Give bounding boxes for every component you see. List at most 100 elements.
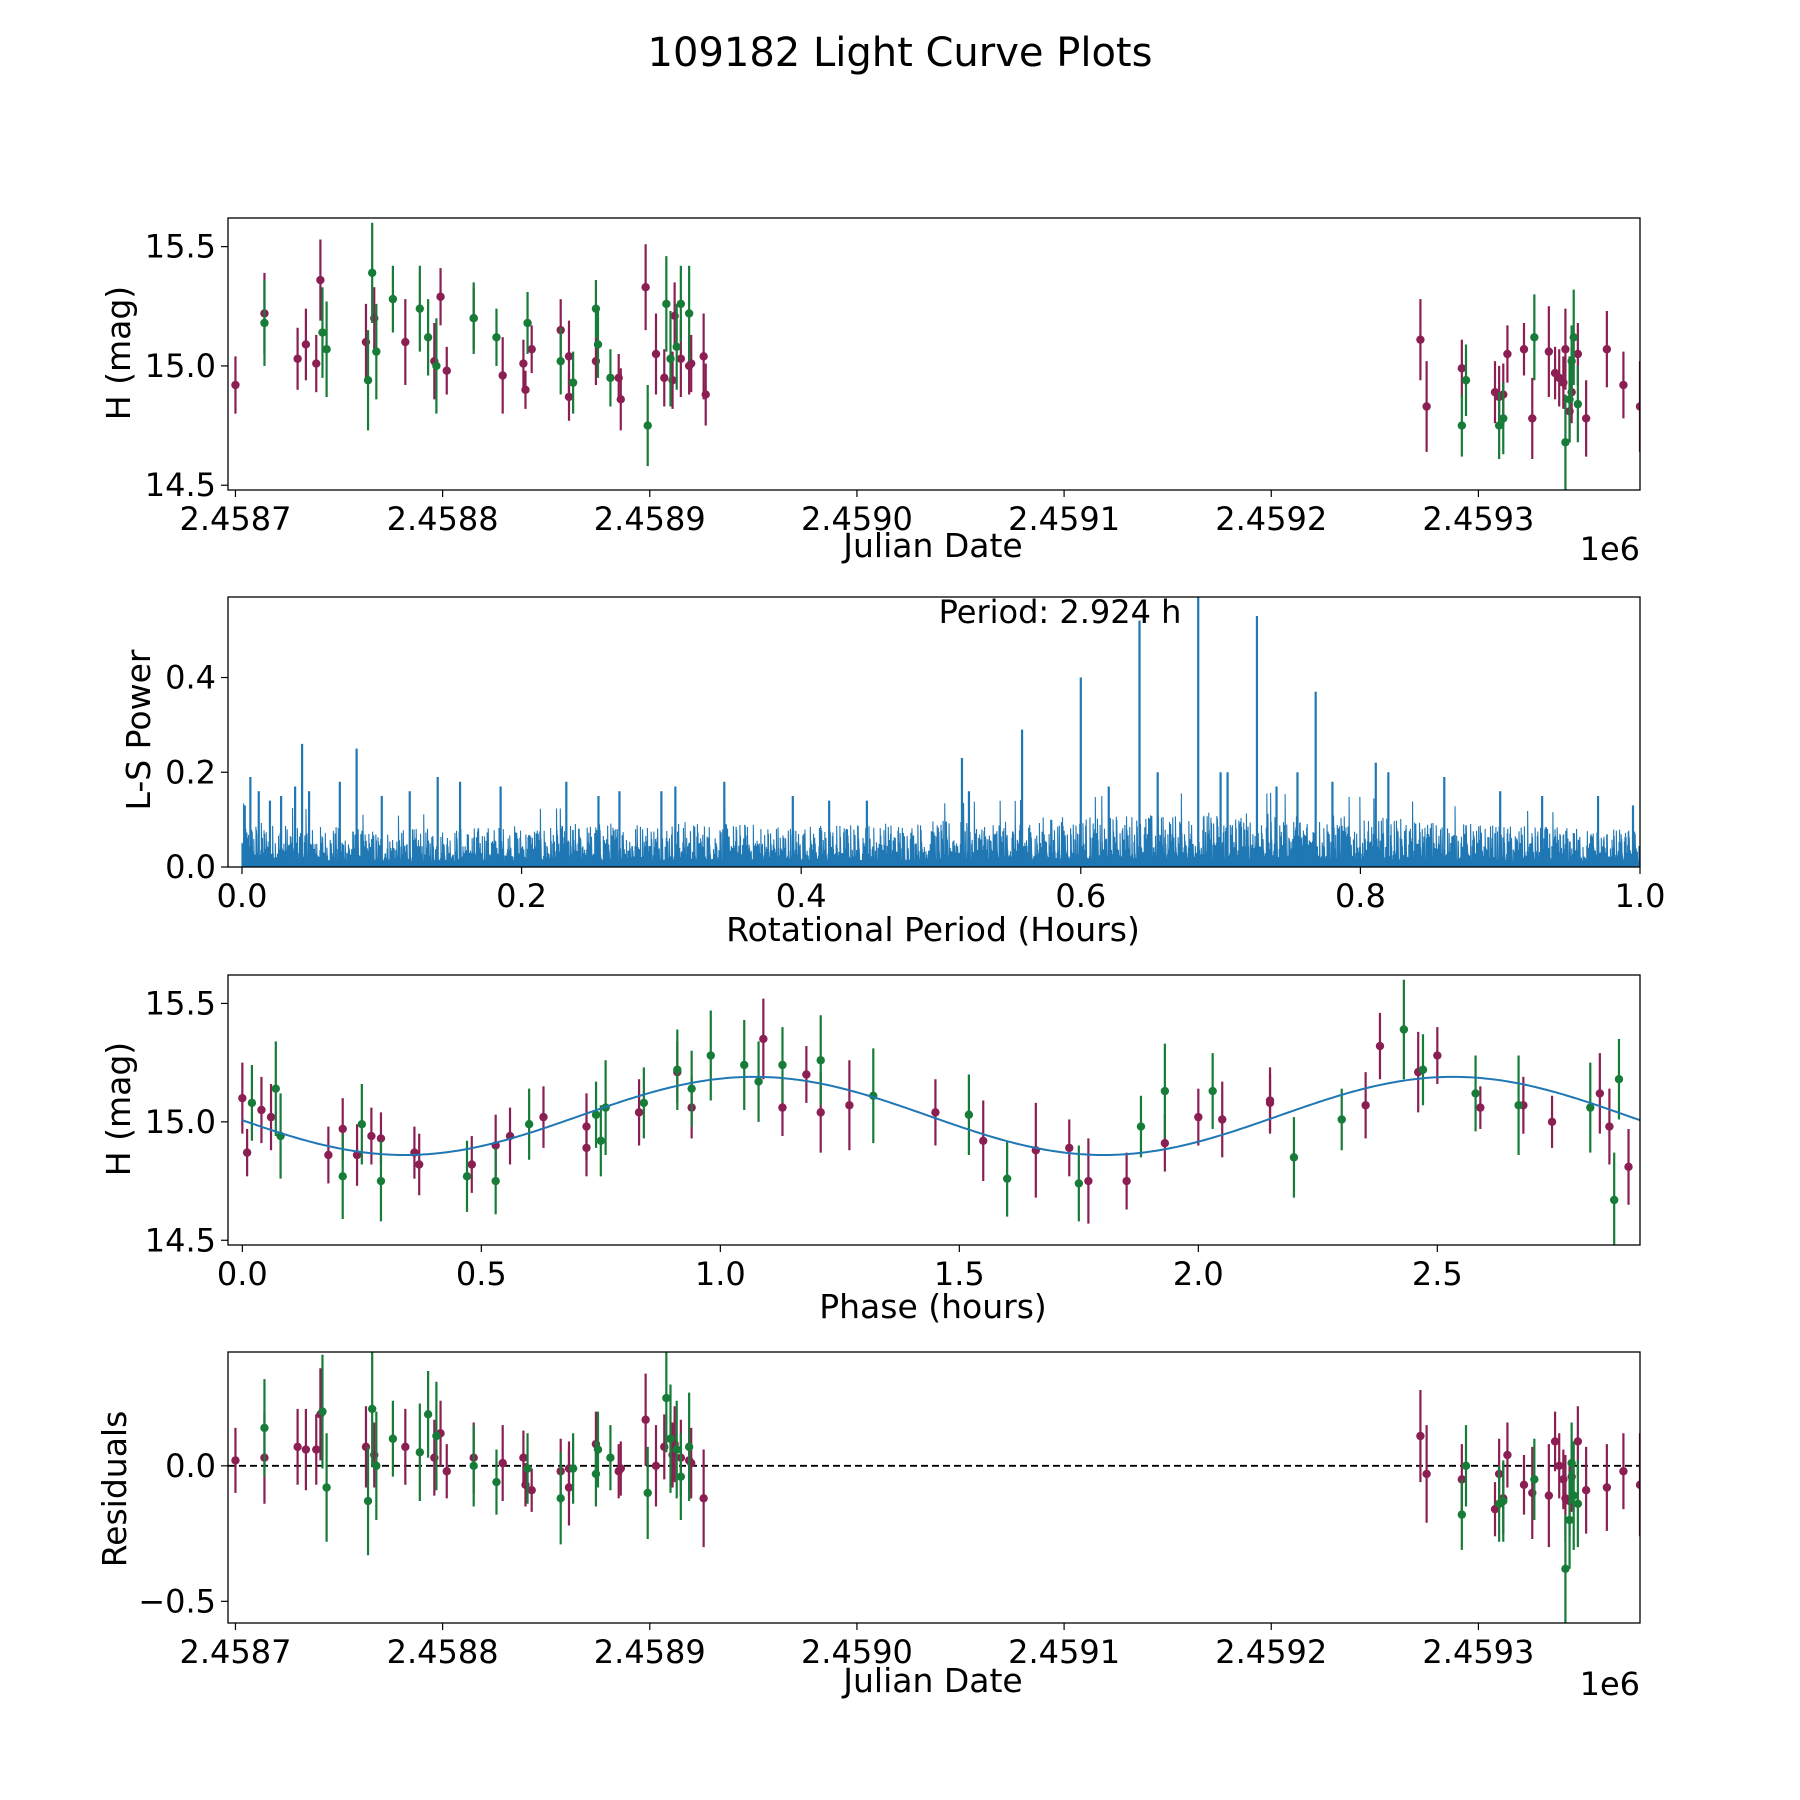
phased-point xyxy=(1433,1051,1442,1060)
residuals-point xyxy=(606,1453,615,1462)
residuals-point xyxy=(469,1461,478,1471)
residuals-xtick-label: 2.4590 xyxy=(801,1633,913,1671)
phased-point xyxy=(242,1148,252,1157)
residuals-point xyxy=(1635,1480,1640,1489)
phased-point xyxy=(754,1077,763,1086)
figure-title: 109182 Light Curve Plots xyxy=(648,30,1153,76)
lightcurve-point xyxy=(519,359,528,368)
lightcurve-point xyxy=(401,337,410,347)
periodogram-xtick-label: 0.2 xyxy=(496,877,547,915)
phased-point xyxy=(1265,1098,1275,1108)
phased-point xyxy=(338,1124,347,1134)
phased-xtick-label: 0.5 xyxy=(456,1255,507,1293)
lightcurve-point xyxy=(322,345,331,354)
phased-point xyxy=(816,1056,825,1065)
lightcurve-point xyxy=(521,385,530,394)
residuals-point xyxy=(684,1442,694,1452)
residuals-point xyxy=(593,1445,603,1454)
lightcurve-point xyxy=(606,373,615,383)
lightcurve-point xyxy=(523,318,532,328)
lightcurve-point xyxy=(684,309,694,318)
residuals-xtick-label: 2.4588 xyxy=(387,1633,499,1671)
phased-point xyxy=(491,1176,500,1186)
lightcurve-frame xyxy=(227,217,1641,491)
phased-point xyxy=(1065,1143,1074,1153)
phased-point xyxy=(247,1098,257,1108)
residuals-point xyxy=(1573,1437,1583,1446)
lightcurve-point xyxy=(1561,438,1570,447)
phased-point xyxy=(467,1160,476,1169)
residuals-frame xyxy=(227,1351,1641,1624)
residuals-point xyxy=(260,1423,269,1433)
phased-point xyxy=(1514,1101,1523,1110)
residuals-point xyxy=(651,1461,661,1471)
phased-xtick-label: 2.0 xyxy=(1173,1255,1224,1293)
lightcurve-point xyxy=(701,390,710,399)
residuals-ylabel: Residuals xyxy=(95,1411,134,1568)
residuals-point xyxy=(1581,1486,1591,1495)
phased-xtick-label: 1.0 xyxy=(695,1255,746,1293)
lightcurve-point xyxy=(1528,414,1537,423)
lightcurve-point xyxy=(593,340,603,349)
lightcurve-point xyxy=(662,299,671,309)
phased-point xyxy=(376,1176,386,1186)
lightcurve-point xyxy=(699,352,708,361)
periodogram-series xyxy=(241,597,1640,867)
periodogram-ylabel: L-S Power xyxy=(119,649,158,810)
residuals-point xyxy=(363,1496,373,1506)
lightcurve-xtick-label: 2.4592 xyxy=(1215,500,1327,538)
residuals-xtick-label: 2.4592 xyxy=(1215,1633,1327,1671)
residuals-ytick-label: −0.5 xyxy=(138,1582,216,1620)
lightcurve-point xyxy=(1530,333,1539,342)
phased-point xyxy=(778,1060,787,1070)
lightcurve-point xyxy=(231,380,240,390)
residuals-point xyxy=(423,1410,433,1419)
phased-point xyxy=(1375,1041,1385,1051)
fit-curve xyxy=(242,1075,1641,1157)
residuals-point xyxy=(556,1494,565,1503)
residuals-point xyxy=(322,1483,331,1492)
lightcurve-point xyxy=(1602,345,1612,354)
lightcurve-point xyxy=(660,373,669,383)
residuals-point xyxy=(643,1488,652,1498)
residuals-point xyxy=(1530,1475,1539,1484)
phased-point xyxy=(1289,1153,1299,1162)
residuals-point xyxy=(676,1472,686,1481)
lightcurve-point xyxy=(423,333,433,342)
lightcurve-point xyxy=(1635,402,1640,411)
periodogram-panel: Rotational Period (Hours) L-S Power Peri… xyxy=(119,593,1665,949)
phased-point xyxy=(376,1134,386,1143)
residuals-point xyxy=(1569,1491,1578,1500)
residuals-xtick-label: 2.4591 xyxy=(1008,1633,1120,1671)
phased-points xyxy=(238,979,1633,1245)
lightcurve-point xyxy=(1457,421,1467,430)
phased-point xyxy=(591,1110,601,1119)
residuals-point xyxy=(1422,1469,1431,1479)
residuals-point xyxy=(415,1448,425,1457)
lightcurve-panel: Julian Date H (mag) 1e6 2.4587 2.4588 2.45… xyxy=(99,217,1641,568)
lightcurve-point xyxy=(1499,414,1508,423)
residuals-point xyxy=(372,1461,381,1471)
lightcurve-point xyxy=(372,347,381,356)
phased-point xyxy=(1074,1179,1084,1188)
lightcurve-point xyxy=(676,299,686,309)
lightcurve-point xyxy=(687,359,696,368)
phased-point xyxy=(539,1112,548,1122)
phased-point xyxy=(931,1108,940,1117)
lightcurve-point xyxy=(316,275,325,285)
phased-xtick-label: 0.0 xyxy=(217,1255,268,1293)
lightcurve-ytick-label: 15.5 xyxy=(145,228,216,266)
phased-ytick-label: 15.0 xyxy=(145,1103,216,1141)
lightcurve-point xyxy=(363,376,373,385)
phased-point xyxy=(1624,1162,1633,1172)
lightcurve-xtick-label: 2.4591 xyxy=(1008,500,1120,538)
lightcurve-point xyxy=(1581,414,1591,423)
residuals-point xyxy=(666,1434,675,1443)
phased-point xyxy=(1614,1075,1624,1084)
phased-point xyxy=(706,1051,715,1060)
phased-point xyxy=(596,1136,606,1145)
periodogram-xtick-label: 0.4 xyxy=(776,877,827,915)
phased-point xyxy=(1547,1117,1557,1127)
phased-point xyxy=(1160,1086,1170,1096)
phased-point xyxy=(357,1120,367,1129)
